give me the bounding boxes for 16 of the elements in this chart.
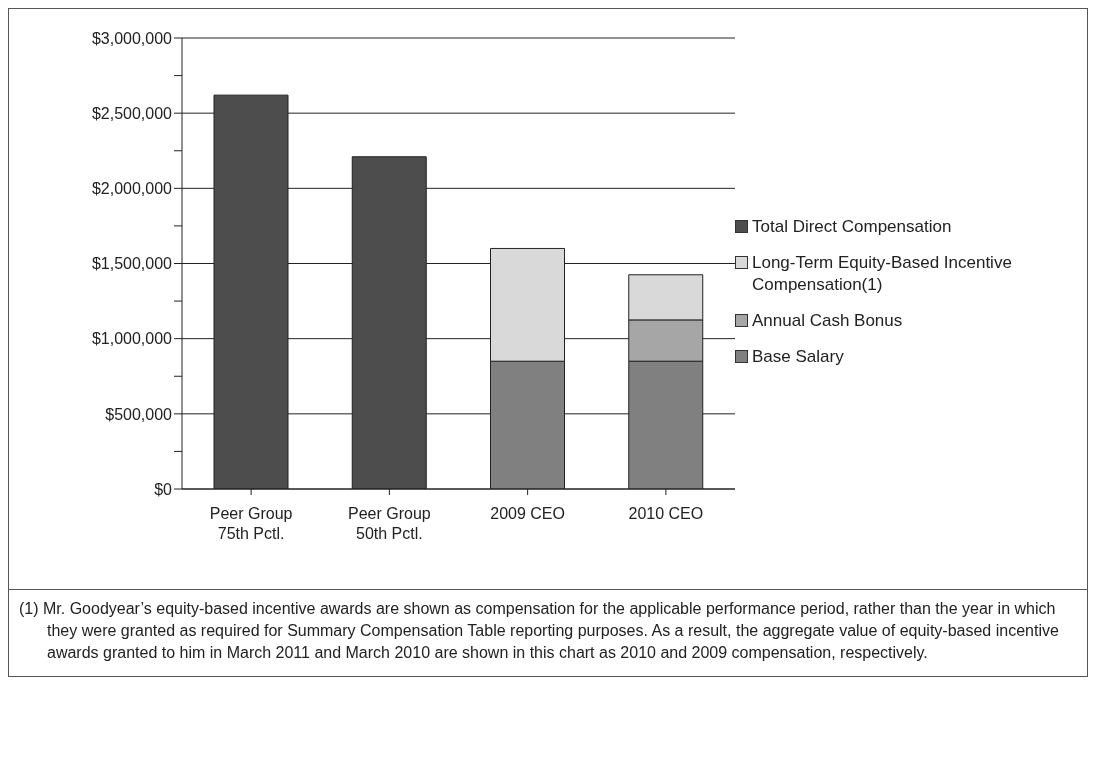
text: (1) Mr. Goodyear’s equity-based incentive awards are shown as compensation for the applicable performance period, rather than the year in which they were granted as required for Summary Compensation Table reporting purposes. As a result, the aggregate value of equity-based incentive awards granted to him in March 2011 and March 2010 are shown in this chart as 2010 and 2009 compensation, respectively. <box>19 599 1060 663</box>
legend-label: Annual Cash Bonus <box>752 310 904 332</box>
y-tick-label: $2,000,000 <box>91 180 173 198</box>
legend-label: Base Salary <box>752 346 845 368</box>
y-tick-label: $3,000,000 <box>91 29 173 47</box>
y-tick-label: $1,000,000 <box>91 330 173 348</box>
x-tick-label: 2009 CEO <box>490 505 565 522</box>
legend-label: Long-Term Equity-Based Incentive Compensation(1) <box>752 252 1013 296</box>
legend-label: Total Direct Compensation <box>752 216 953 238</box>
y-tick-label: $1,500,000 <box>91 255 173 273</box>
y-tick-label: $500,000 <box>105 405 173 423</box>
x-tick-label: 2010 CEO <box>628 505 704 522</box>
y-tick-label: $0 <box>154 480 173 498</box>
y-tick-label: $2,500,000 <box>91 104 173 122</box>
x-tick-label: Peer Group 50th Pctl. <box>348 505 431 542</box>
x-tick-label: Peer Group 75th Pctl. <box>209 505 293 542</box>
